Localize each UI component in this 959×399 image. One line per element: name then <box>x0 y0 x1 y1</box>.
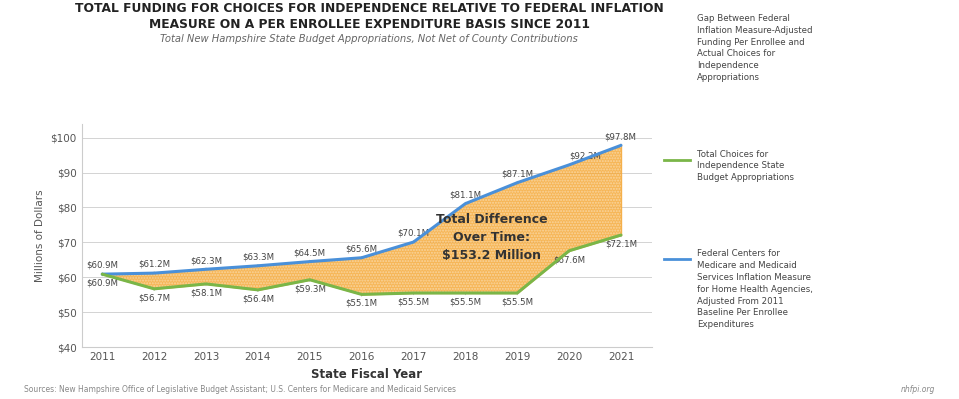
Text: $58.1M: $58.1M <box>190 284 222 298</box>
Text: $56.4M: $56.4M <box>242 290 274 303</box>
Text: Sources: New Hampshire Office of Legislative Budget Assistant; U.S. Centers for : Sources: New Hampshire Office of Legisla… <box>24 385 456 394</box>
Text: $61.2M: $61.2M <box>138 260 170 273</box>
Text: $65.6M: $65.6M <box>345 245 378 258</box>
Text: nhfpi.org: nhfpi.org <box>901 385 935 394</box>
Text: Total Difference
Over Time:
$153.2 Million: Total Difference Over Time: $153.2 Milli… <box>435 213 548 262</box>
Text: $81.1M: $81.1M <box>450 190 481 203</box>
Text: TOTAL FUNDING FOR CHOICES FOR INDEPENDENCE RELATIVE TO FEDERAL INFLATION: TOTAL FUNDING FOR CHOICES FOR INDEPENDEN… <box>75 2 664 15</box>
Text: Total New Hampshire State Budget Appropriations, Not Net of County Contributions: Total New Hampshire State Budget Appropr… <box>160 34 578 44</box>
Text: $55.5M: $55.5M <box>450 293 481 306</box>
Text: $63.3M: $63.3M <box>242 253 274 266</box>
Text: $60.9M: $60.9M <box>86 261 118 274</box>
Text: $70.1M: $70.1M <box>397 229 430 242</box>
Text: $97.8M: $97.8M <box>604 132 637 145</box>
Text: Total Choices for
Independence State
Budget Appropriations: Total Choices for Independence State Bud… <box>697 150 794 182</box>
Text: $67.6M: $67.6M <box>553 251 585 264</box>
Text: $55.5M: $55.5M <box>397 293 430 306</box>
Text: $72.1M: $72.1M <box>605 235 637 249</box>
Text: $64.5M: $64.5M <box>293 249 326 262</box>
Text: $55.1M: $55.1M <box>345 294 378 308</box>
Text: $56.7M: $56.7M <box>138 289 170 302</box>
Text: $92.2M: $92.2M <box>569 152 601 165</box>
Text: $55.5M: $55.5M <box>502 293 533 306</box>
Text: $59.3M: $59.3M <box>293 280 326 293</box>
Text: $60.9M: $60.9M <box>86 274 118 288</box>
X-axis label: State Fiscal Year: State Fiscal Year <box>312 367 422 381</box>
Text: $62.3M: $62.3M <box>190 256 222 269</box>
Text: $87.1M: $87.1M <box>502 170 533 183</box>
Text: MEASURE ON A PER ENROLLEE EXPENDITURE BASIS SINCE 2011: MEASURE ON A PER ENROLLEE EXPENDITURE BA… <box>149 18 590 31</box>
Y-axis label: Millions of Dollars: Millions of Dollars <box>35 189 45 282</box>
Text: Federal Centers for
Medicare and Medicaid
Services Inflation Measure
for Home He: Federal Centers for Medicare and Medicai… <box>697 249 813 329</box>
Text: Gap Between Federal
Inflation Measure-Adjusted
Funding Per Enrollee and
Actual C: Gap Between Federal Inflation Measure-Ad… <box>697 14 812 82</box>
